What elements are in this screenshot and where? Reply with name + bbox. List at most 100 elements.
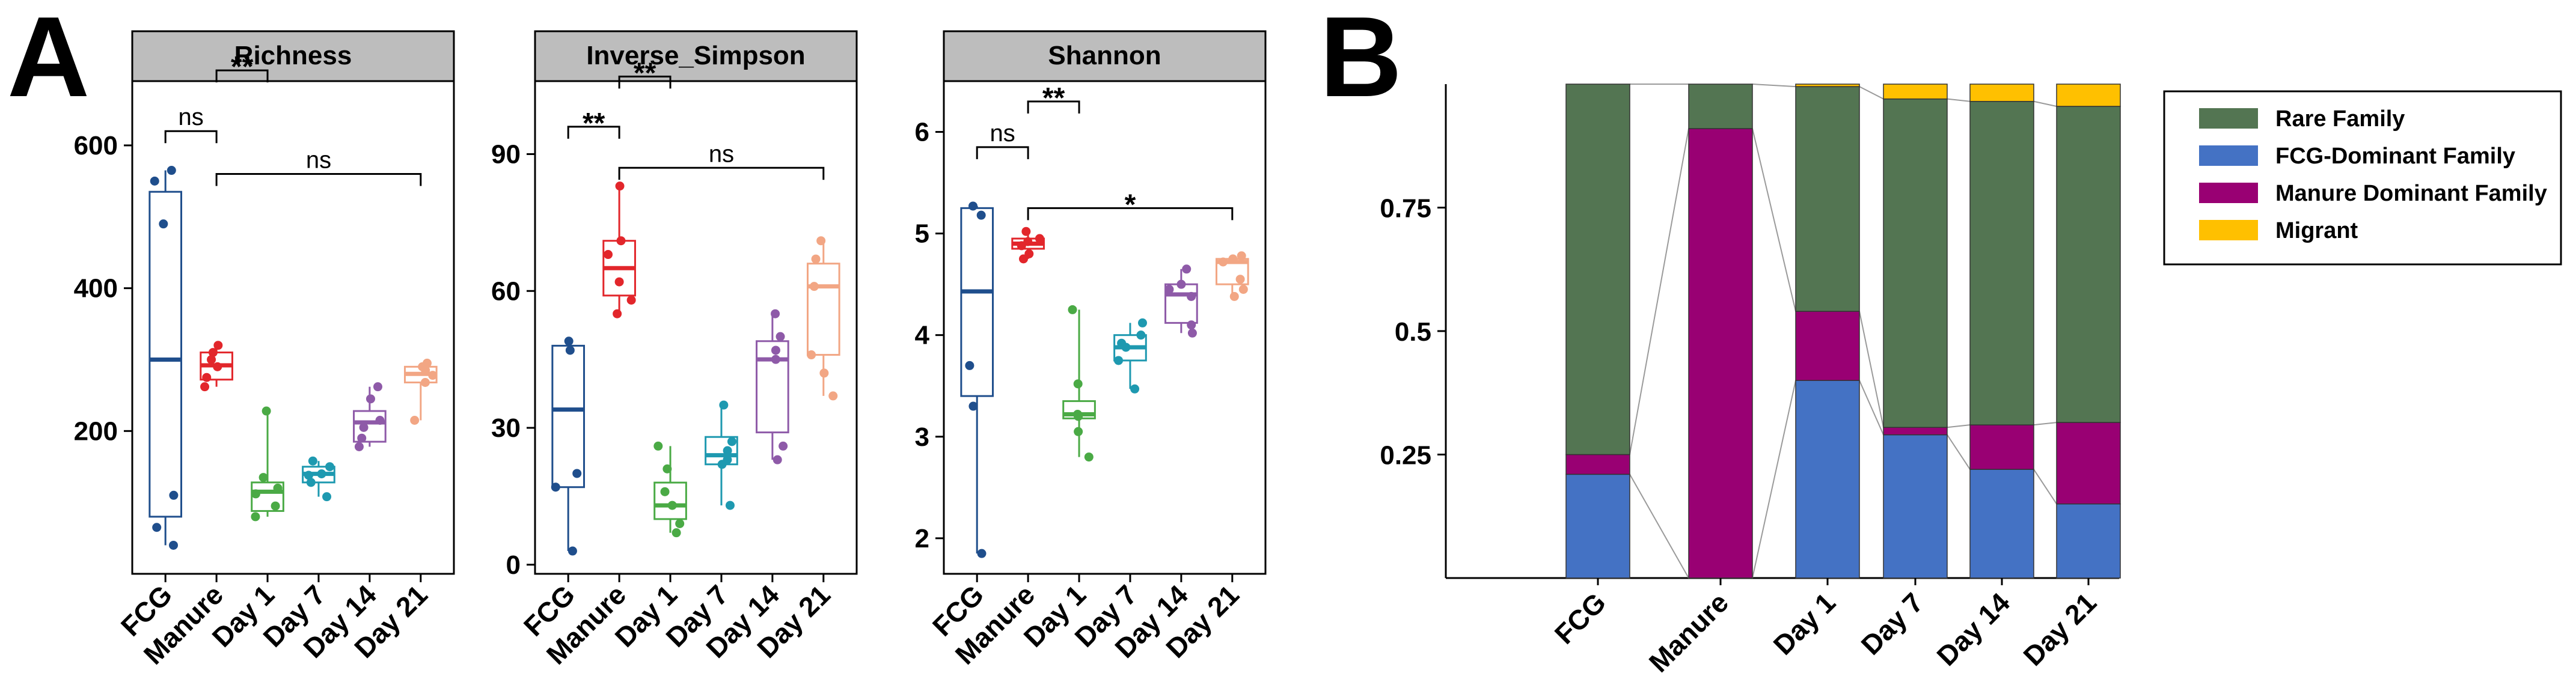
bar-segment-manure-dominant xyxy=(1883,427,1948,436)
y-tick-label: 200 xyxy=(74,416,118,446)
bracket-line xyxy=(215,69,269,83)
significance-bracket: ns xyxy=(618,141,825,180)
bar-segment-manure-dominant xyxy=(1795,311,1860,381)
x-tick-label: Manure xyxy=(1643,586,1734,678)
data-point xyxy=(150,176,159,186)
box-manure xyxy=(200,341,233,392)
data-point xyxy=(727,437,736,446)
data-point xyxy=(672,528,681,538)
data-point xyxy=(354,442,364,451)
bar-segment-rare xyxy=(1795,86,1860,312)
legend-swatch-manure-dominant xyxy=(2199,183,2258,203)
bracket-line xyxy=(618,75,672,89)
stack-connector xyxy=(1859,86,1884,100)
data-point xyxy=(675,519,685,528)
box-manure xyxy=(1011,227,1045,264)
stack-connector xyxy=(1752,380,1796,579)
data-point xyxy=(375,415,385,425)
box-body xyxy=(551,344,586,489)
box-fcg xyxy=(960,201,994,558)
y-tick-label: 0.75 xyxy=(1380,194,1431,224)
significance-label: ns xyxy=(709,141,734,167)
data-point xyxy=(1235,275,1245,284)
box-day-1 xyxy=(653,441,687,538)
data-point xyxy=(968,201,977,211)
box-day-21 xyxy=(806,236,840,401)
legend-swatch-fcg-dominant xyxy=(2199,145,2258,166)
box-body xyxy=(806,263,840,356)
bar-segment-fcg-dominant xyxy=(1795,380,1860,579)
box-day-21 xyxy=(403,358,438,425)
data-point xyxy=(1187,291,1196,301)
data-point xyxy=(662,464,672,473)
y-tick-label: 90 xyxy=(491,139,521,169)
data-point xyxy=(1182,264,1192,274)
box-body xyxy=(653,481,687,520)
data-point xyxy=(373,382,383,392)
bracket-line xyxy=(1027,100,1080,114)
bar-segment-manure-dominant xyxy=(1688,128,1753,579)
data-point xyxy=(807,350,816,360)
bar-segment-migrant xyxy=(1883,84,1948,100)
data-point xyxy=(1137,318,1147,327)
significance-bracket: ** xyxy=(1027,82,1080,114)
x-tick-label: Day 14 xyxy=(1930,586,2016,672)
data-point xyxy=(1229,291,1239,301)
bar-segment-rare xyxy=(2056,106,2121,423)
x-tick-label: Day 7 xyxy=(1855,586,1930,661)
significance-bracket: ns xyxy=(215,147,422,186)
data-point xyxy=(1237,251,1246,261)
bar-segment-rare xyxy=(1969,101,2034,425)
data-point xyxy=(816,236,826,246)
data-point xyxy=(723,446,732,455)
data-point xyxy=(614,277,624,287)
data-point xyxy=(1164,285,1174,294)
stack-connector xyxy=(2033,422,2057,426)
bar-day-14 xyxy=(1969,84,2034,579)
stack-connector xyxy=(2033,469,2057,505)
significance-label: * xyxy=(1125,189,1136,221)
data-point xyxy=(819,368,829,378)
data-point xyxy=(325,462,335,472)
data-point xyxy=(169,490,179,500)
data-point xyxy=(977,549,987,558)
data-point xyxy=(1084,452,1094,462)
data-point xyxy=(719,400,729,410)
data-point xyxy=(213,362,222,371)
data-point xyxy=(565,345,575,355)
data-point xyxy=(317,469,326,479)
data-point xyxy=(259,473,268,482)
bar-segment-rare xyxy=(1688,84,1753,129)
box-day-14 xyxy=(1164,264,1198,338)
significance-label: ** xyxy=(583,108,605,139)
data-point xyxy=(251,489,260,499)
box-day-7 xyxy=(705,400,738,510)
data-point xyxy=(809,282,819,291)
data-point xyxy=(615,181,625,191)
bar-fcg xyxy=(1565,84,1630,579)
bar-day-1 xyxy=(1795,84,1860,579)
significance-bracket: ** xyxy=(567,108,620,139)
box-day-1 xyxy=(251,406,284,522)
legend-label: Migrant xyxy=(2275,218,2358,243)
data-point xyxy=(1187,320,1196,330)
data-point xyxy=(421,365,430,375)
data-point xyxy=(1136,330,1146,340)
x-tick-label: Day 1 xyxy=(1767,586,1842,661)
stack-connector xyxy=(1629,473,1689,579)
plot-frame xyxy=(534,80,858,575)
data-point xyxy=(152,523,162,532)
x-tick-label: Day 21 xyxy=(2017,586,2102,672)
data-point xyxy=(1238,285,1248,294)
data-point xyxy=(653,441,663,451)
significance-bracket: ns xyxy=(164,104,218,144)
bar-segment-migrant xyxy=(1969,84,2034,102)
stack-connector xyxy=(1859,311,1884,428)
significance-label: ** xyxy=(1042,82,1065,114)
data-point xyxy=(572,469,582,478)
data-point xyxy=(717,460,727,469)
y-tick-label: 2 xyxy=(915,524,929,553)
data-point xyxy=(1074,412,1083,421)
